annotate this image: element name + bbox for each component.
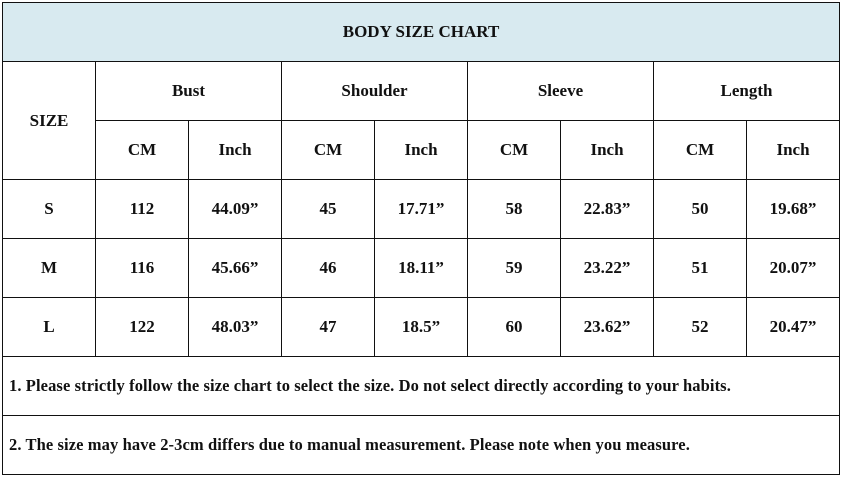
- length-header: Length: [652, 61, 841, 121]
- value-cell: 45: [281, 179, 375, 239]
- unit-inch: Inch: [374, 120, 468, 180]
- value-cell: 20.07”: [745, 238, 841, 298]
- value-cell: 46: [281, 238, 375, 298]
- value-cell: 59: [467, 238, 561, 298]
- size-cell: M: [2, 238, 96, 298]
- size-header: SIZE: [2, 61, 96, 180]
- unit-cm: CM: [653, 120, 747, 180]
- value-cell: 112: [95, 179, 189, 239]
- unit-inch: Inch: [560, 120, 654, 180]
- note-2: 2. The size may have 2-3cm differs due t…: [1, 415, 841, 475]
- sleeve-header: Sleeve: [467, 61, 654, 121]
- value-cell: 122: [95, 297, 189, 357]
- unit-cm: CM: [95, 120, 189, 180]
- value-cell: 23.22”: [560, 238, 654, 298]
- value-cell: 48.03”: [188, 297, 282, 357]
- shoulder-header: Shoulder: [281, 61, 468, 121]
- value-cell: 44.09”: [188, 179, 282, 239]
- units-row: CM Inch CM Inch CM Inch CM Inch: [3, 120, 841, 180]
- unit-cm: CM: [281, 120, 375, 180]
- value-cell: 17.71”: [374, 179, 468, 239]
- unit-cm: CM: [467, 120, 561, 180]
- value-cell: 20.47”: [745, 297, 841, 357]
- bust-header: Bust: [95, 61, 282, 121]
- size-cell: S: [2, 179, 96, 239]
- value-cell: 22.83”: [560, 179, 654, 239]
- size-chart-table: BODY SIZE CHART SIZE Bust Shoulder Sleev…: [1, 2, 841, 475]
- unit-inch: Inch: [188, 120, 282, 180]
- value-cell: 18.11”: [374, 238, 468, 298]
- value-cell: 51: [653, 238, 747, 298]
- value-cell: 52: [653, 297, 747, 357]
- note-1: 1. Please strictly follow the size chart…: [1, 356, 841, 416]
- value-cell: 47: [281, 297, 375, 357]
- table-row: M 116 45.66” 46 18.11” 59 23.22” 51 20.07”: [2, 238, 841, 298]
- value-cell: 45.66”: [188, 238, 282, 298]
- value-cell: 18.5”: [374, 297, 468, 357]
- value-cell: 116: [95, 238, 189, 298]
- unit-inch: Inch: [745, 120, 841, 180]
- chart-title: BODY SIZE CHART: [1, 2, 841, 62]
- table-row: L 122 48.03” 47 18.5” 60 23.62” 52 20.47”: [2, 297, 841, 357]
- value-cell: 19.68”: [745, 179, 841, 239]
- table-row: S 112 44.09” 45 17.71” 58 22.83” 50 19.68”: [2, 179, 841, 239]
- size-cell: L: [2, 297, 96, 357]
- value-cell: 58: [467, 179, 561, 239]
- value-cell: 60: [467, 297, 561, 357]
- value-cell: 50: [653, 179, 747, 239]
- value-cell: 23.62”: [560, 297, 654, 357]
